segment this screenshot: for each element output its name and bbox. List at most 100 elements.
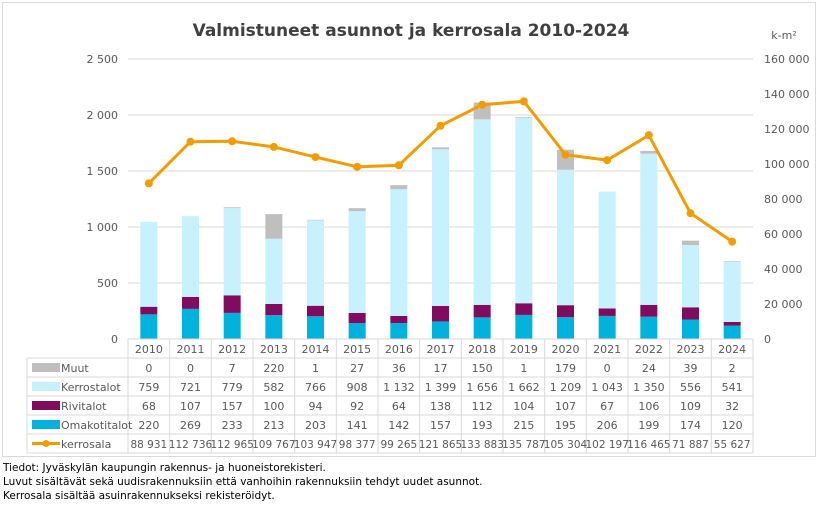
- point-kerrosala-2022: [644, 131, 653, 140]
- table-cell: 908: [347, 381, 368, 394]
- table-cell: 141: [347, 419, 368, 432]
- legend-label-Muut: Muut: [61, 362, 89, 375]
- table-cell: 105 304: [544, 439, 588, 451]
- x-tick-label: 2011: [177, 343, 205, 356]
- legend-label-Rivitalot: Rivitalot: [61, 400, 107, 413]
- legend-key-Omakotitalot: [32, 420, 60, 429]
- chart-title: Valmistuneet asunnot ja kerrosala 2010-2…: [193, 21, 630, 41]
- bar-rivitalot-2019: [515, 303, 533, 315]
- table-cell: 100: [263, 400, 284, 413]
- right-tick-label: 140 000: [764, 88, 810, 101]
- bar-rivitalot-2023: [682, 307, 699, 320]
- table-cell: 582: [263, 381, 284, 394]
- point-kerrosala-2024: [728, 237, 737, 246]
- bar-omakotitalot-2020: [557, 317, 574, 339]
- bar-rivitalot-2012: [223, 295, 241, 313]
- bar-omakotitalot-2018: [473, 317, 491, 339]
- bar-kerrostalot-2011: [182, 216, 199, 297]
- table-cell: 7: [229, 362, 236, 375]
- right-tick-label: 20 000: [764, 298, 803, 311]
- left-tick-label: 2 500: [87, 53, 119, 66]
- table-cell: 112 736: [169, 439, 213, 451]
- x-tick-label: 2020: [552, 343, 580, 356]
- bar-omakotitalot-2013: [265, 315, 283, 339]
- table-cell: 215: [513, 419, 534, 432]
- bar-kerrostalot-2023: [682, 245, 699, 308]
- point-kerrosala-2013: [269, 142, 278, 151]
- table-cell: 0: [145, 362, 152, 375]
- table-cell: 1 209: [550, 381, 582, 394]
- point-kerrosala-2012: [228, 137, 237, 146]
- table-cell: 179: [555, 362, 576, 375]
- table-cell: 64: [392, 400, 406, 413]
- table-cell: 107: [555, 400, 576, 413]
- table-cell: 1 043: [591, 381, 623, 394]
- x-tick-label: 2018: [468, 343, 496, 356]
- bar-muut-2023: [682, 240, 699, 246]
- table-cell: 206: [597, 419, 618, 432]
- footnote-kerrosala: Kerrosala sisältää asuinrakennukseksi re…: [3, 490, 275, 502]
- table-cell: 71 887: [672, 439, 709, 451]
- table-cell: 98 377: [339, 439, 376, 451]
- table-cell: 55 627: [714, 439, 751, 451]
- bar-omakotitalot-2016: [390, 323, 408, 339]
- table-cell: 1 662: [508, 381, 540, 394]
- table-cell: 92: [350, 400, 364, 413]
- bar-omakotitalot-2024: [723, 325, 741, 339]
- table-cell: 0: [187, 362, 194, 375]
- table-cell: 142: [388, 419, 409, 432]
- point-kerrosala-2020: [561, 150, 570, 159]
- table-cell: 1 132: [383, 381, 415, 394]
- bar-kerrostalot-2015: [348, 211, 366, 313]
- chart-frame: [2, 2, 816, 457]
- bar-omakotitalot-2021: [598, 315, 616, 339]
- footnote-source: Tiedot: Jyväskylän kaupungin rakennus- j…: [3, 462, 326, 474]
- table-cell: 233: [222, 419, 243, 432]
- right-tick-label: 80 000: [764, 193, 803, 206]
- bar-muut-2024: [723, 261, 741, 262]
- bar-muut-2014: [307, 219, 324, 221]
- table-cell: 121 865: [419, 439, 462, 451]
- x-tick-label: 2022: [635, 343, 663, 356]
- bar-kerrostalot-2022: [640, 153, 658, 305]
- point-kerrosala-2010: [144, 179, 153, 188]
- left-tick-label: 1 500: [87, 165, 119, 178]
- table-cell: 27: [350, 362, 364, 375]
- x-tick-label: 2019: [510, 343, 538, 356]
- kerrosala-line: [144, 97, 737, 246]
- x-tick-label: 2023: [677, 343, 705, 356]
- bar-rivitalot-2013: [265, 303, 283, 316]
- x-tick-label: 2016: [385, 343, 413, 356]
- table-cell: 541: [722, 381, 743, 394]
- bar-rivitalot-2017: [432, 305, 449, 322]
- point-kerrosala-2016: [394, 161, 403, 170]
- bar-muut-2017: [432, 147, 449, 150]
- right-tick-label: 60 000: [764, 228, 803, 241]
- right-tick-label: 0: [764, 333, 771, 346]
- point-kerrosala-2018: [478, 100, 487, 109]
- legend-label-Omakotitalot: Omakotitalot: [61, 419, 133, 432]
- right-axis-unit: k-m²: [771, 29, 796, 42]
- table-cell: 135 787: [502, 439, 545, 451]
- legend-key-Rivitalot: [32, 401, 60, 410]
- footnotes: Tiedot: Jyväskylän kaupungin rakennus- j…: [3, 461, 483, 503]
- table-cell: 150: [472, 362, 493, 375]
- table-cell: 17: [434, 362, 448, 375]
- x-tick-label: 2014: [302, 343, 330, 356]
- right-tick-label: 120 000: [764, 123, 810, 136]
- bar-muut-2015: [348, 208, 366, 212]
- table-cell: 99 265: [380, 439, 417, 451]
- table-cell: 88 931: [130, 439, 167, 451]
- bars: [140, 102, 741, 339]
- table-cell: 120: [722, 419, 743, 432]
- table-cell: 1: [312, 362, 319, 375]
- bar-rivitalot-2011: [182, 296, 199, 309]
- point-kerrosala-2014: [311, 153, 320, 162]
- table-cell: 68: [142, 400, 156, 413]
- bar-kerrostalot-2012: [223, 208, 241, 296]
- bar-rivitalot-2016: [390, 315, 408, 324]
- table-cell: 174: [680, 419, 701, 432]
- legend-key-Muut: [32, 363, 60, 372]
- legend-key-Kerrostalot: [32, 382, 60, 391]
- point-kerrosala-2023: [686, 209, 695, 218]
